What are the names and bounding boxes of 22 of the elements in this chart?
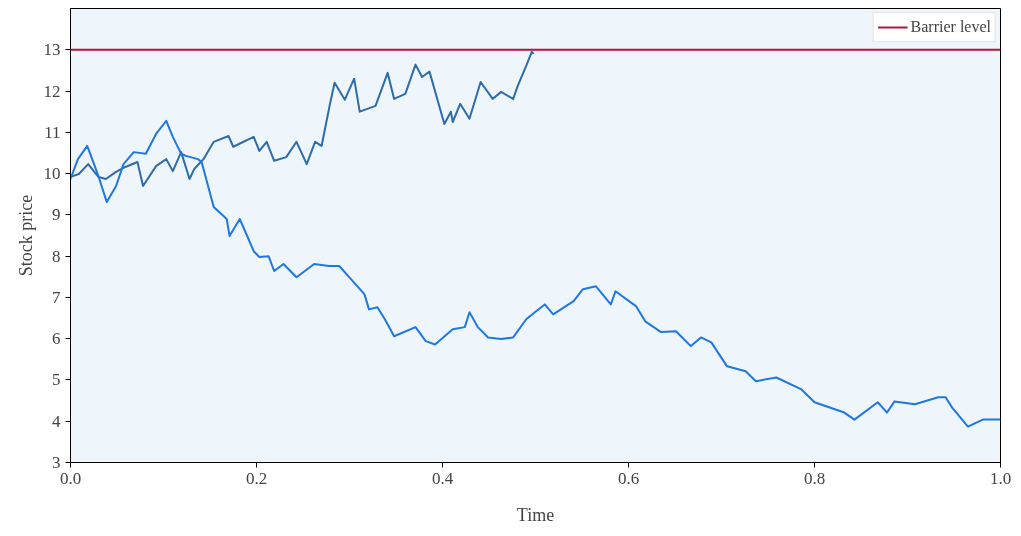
y-tick-label: 11	[44, 122, 61, 142]
y-tick-label: 4	[52, 411, 61, 431]
y-tick-label: 6	[52, 329, 61, 349]
y-tick-label: 9	[52, 205, 61, 225]
x-tick-label: 0.4	[431, 468, 454, 488]
x-tick-label: 0.6	[617, 468, 640, 488]
x-tick-label: 0.8	[803, 468, 826, 488]
y-tick-label: 5	[52, 370, 61, 390]
x-tick-label: 0.2	[245, 468, 268, 488]
y-tick-label: 13	[43, 40, 61, 60]
x-tick-label: 1.0	[989, 468, 1012, 488]
line-series	[70, 50, 535, 187]
line-series	[70, 119, 1001, 428]
y-tick-label: 10	[43, 164, 61, 184]
y-axis-title: Stock price	[15, 194, 36, 277]
y-tick-label: 7	[52, 287, 61, 307]
x-tick-label: 0.0	[59, 468, 82, 488]
y-tick-label: 12	[43, 81, 61, 101]
y-tick-label: 3	[52, 453, 61, 472]
x-axis-title: Time	[516, 504, 555, 525]
legend-label: Barrier level	[910, 18, 991, 36]
y-tick-label: 8	[52, 246, 61, 266]
